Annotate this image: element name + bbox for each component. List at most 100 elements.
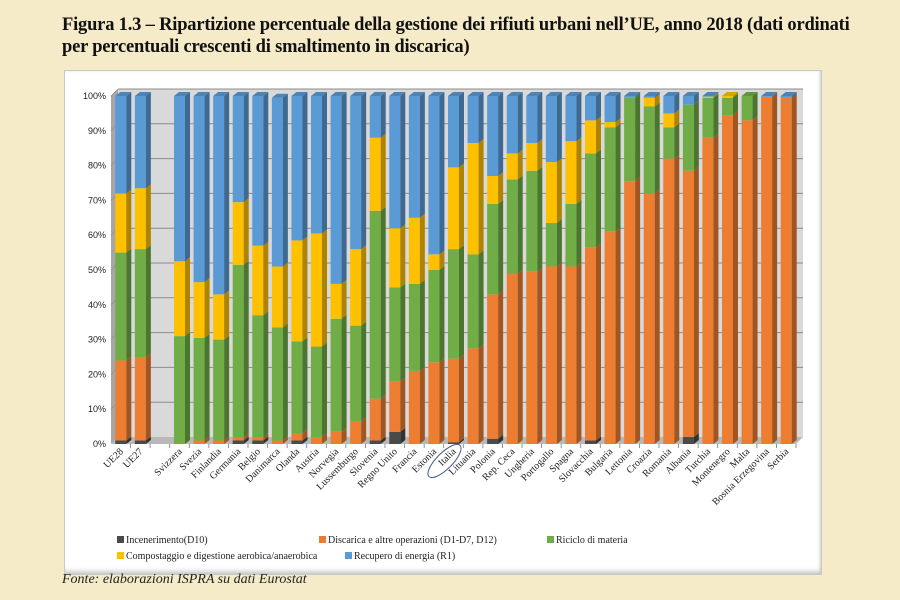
bar-segment-discarica <box>741 120 753 445</box>
bar-side-recupero <box>322 92 327 234</box>
bar-stack <box>369 92 386 444</box>
bar-segment-incenerimento <box>585 440 596 444</box>
bar-side-incenerimento <box>498 434 504 444</box>
bar-segment-discarica <box>643 193 655 444</box>
bar-side-compostaggio <box>713 92 719 98</box>
bar-side-riciclo <box>654 102 660 194</box>
bar-segment-riciclo <box>448 249 459 359</box>
bar-segment-recupero <box>271 97 283 267</box>
legend-swatch-incenerimento <box>117 536 124 543</box>
bar-side-discarica <box>224 436 230 444</box>
bar-top-cap <box>193 92 210 96</box>
bar-segment-discarica <box>448 358 459 443</box>
bar-segment-riciclo <box>682 104 694 171</box>
bar-segment-riciclo <box>526 170 538 272</box>
bar-segment-discarica <box>232 437 244 441</box>
bar-segment-recupero <box>115 96 127 194</box>
bar-segment-compostaggio <box>115 193 127 253</box>
bar-segment-riciclo <box>115 252 127 361</box>
bar-segment-riciclo <box>271 327 283 441</box>
bar-segment-incenerimento <box>369 440 381 444</box>
bar-segment-riciclo <box>369 210 381 399</box>
bar-segment-compostaggio <box>702 96 714 98</box>
bar-segment-recupero <box>565 96 577 142</box>
bar-side-riciclo <box>674 123 680 159</box>
bar-segment-compostaggio <box>487 176 499 204</box>
bar-side-discarica <box>322 433 327 444</box>
bar-side-discarica <box>576 262 582 444</box>
bar-stack <box>271 93 288 444</box>
bar-segment-compostaggio <box>467 142 479 255</box>
bar-top-cap <box>604 92 621 96</box>
bar-side-discarica <box>772 92 778 445</box>
bar-top-cap <box>252 92 269 96</box>
bar-side-discarica <box>517 269 523 444</box>
bar-side-recupero <box>361 92 367 250</box>
bar-segment-riciclo <box>565 203 577 267</box>
bar-side-recupero <box>263 92 269 246</box>
bar-segment-riciclo <box>663 127 675 159</box>
bar-stack <box>604 92 621 444</box>
bar-segment-discarica <box>271 440 283 444</box>
bar-side-compostaggio <box>439 250 445 270</box>
bar-segment-riciclo <box>311 346 322 438</box>
bar-segment-riciclo <box>624 97 636 182</box>
bar-side-incenerimento <box>263 436 269 444</box>
stacked-bar-chart: 0% 10% 20% 30% 40% 50% 60% 70% 80% 90% 100% UE28UE… <box>83 88 803 508</box>
bar-segment-discarica <box>545 266 557 444</box>
bar-top-cap <box>624 92 641 96</box>
bar-side-discarica <box>537 267 543 444</box>
bar-side-riciclo <box>400 283 406 382</box>
bar-segment-discarica <box>487 294 499 439</box>
bar-segment-discarica <box>722 115 733 444</box>
bar-side-compostaggio <box>674 109 680 128</box>
bar-side-compostaggio <box>380 133 386 211</box>
bar-stack <box>193 92 210 444</box>
bar-side-discarica <box>341 427 347 444</box>
bar-side-recupero <box>302 92 308 241</box>
bar-stack <box>467 92 484 444</box>
bar-top-cap <box>565 92 582 96</box>
bar-segment-compostaggio <box>213 294 225 340</box>
bar-top-cap <box>350 92 367 96</box>
bar-side-discarica <box>693 166 699 438</box>
bar-segment-incenerimento <box>682 437 694 444</box>
bar-segment-riciclo <box>545 223 557 267</box>
bar-stack <box>408 92 425 444</box>
y-tick-label: 20% <box>88 369 106 379</box>
bar-stack <box>624 92 641 444</box>
bar-segment-incenerimento <box>232 440 244 444</box>
bar-side-incenerimento <box>243 436 249 444</box>
bar-top-cap <box>741 92 758 96</box>
bar-top-cap <box>330 92 347 96</box>
bar-side-recupero <box>693 92 699 105</box>
bar-side-recupero <box>615 92 621 123</box>
bar-side-compostaggio <box>478 138 484 255</box>
bar-segment-discarica <box>585 247 596 441</box>
bar-segment-riciclo <box>643 106 655 194</box>
bar-segment-recupero <box>702 96 714 97</box>
legend-item-recupero: Recupero di energia (R1) <box>345 551 455 562</box>
bar-side-recupero <box>224 92 230 295</box>
y-tick-label: 30% <box>88 335 106 345</box>
bar-segment-riciclo <box>389 287 401 382</box>
bar-segment-recupero <box>487 96 499 177</box>
bar-segment-riciclo <box>213 339 225 441</box>
bar-stack <box>330 92 347 444</box>
bar-top-cap <box>448 92 464 96</box>
bar-stack <box>663 92 680 444</box>
bar-stack <box>252 92 269 444</box>
bar-side-compostaggio <box>204 278 210 338</box>
bar-side-compostaggio <box>517 149 523 180</box>
bar-side-riciclo <box>498 199 504 295</box>
bar-top-cap <box>585 92 601 96</box>
legend-label: Incenerimento(D10) <box>126 535 208 546</box>
bar-side-riciclo <box>596 149 601 248</box>
bar-stack <box>585 92 601 444</box>
bar-side-compostaggio <box>263 241 269 316</box>
bar-side-compostaggio <box>341 279 347 319</box>
bar-side-compostaggio <box>596 116 601 154</box>
bar-segment-riciclo <box>604 127 616 232</box>
bar-segment-compostaggio <box>252 245 264 316</box>
bar-side-riciclo <box>733 93 738 116</box>
